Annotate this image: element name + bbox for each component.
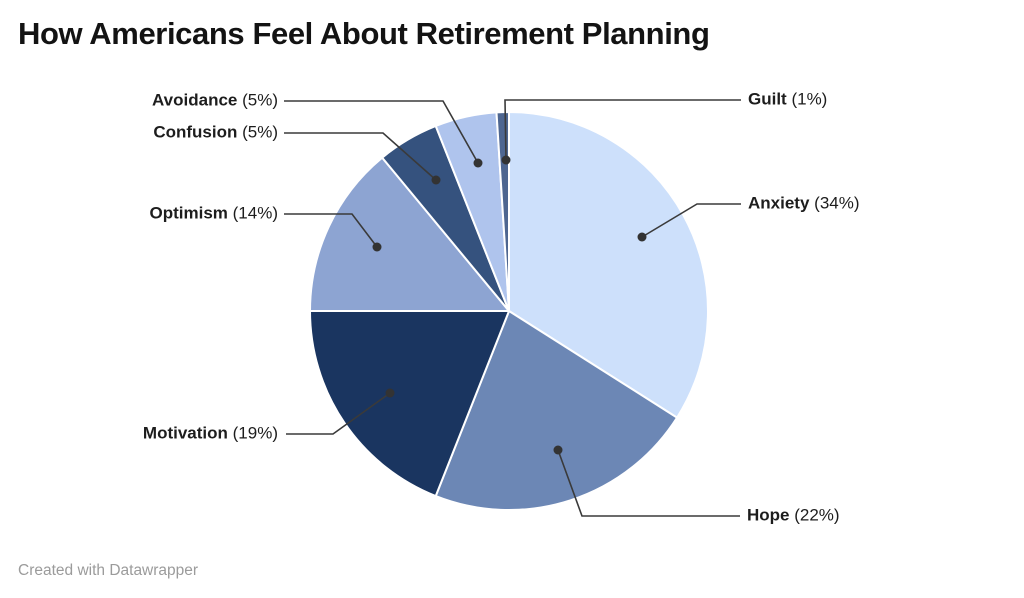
pie-slice-optimism [309, 156, 510, 312]
slice-label-confusion: Confusion (5%) [153, 122, 278, 142]
leader-dot-avoidance [473, 158, 483, 168]
pie-slice-hope [434, 310, 679, 511]
slice-label-percent: (19%) [232, 423, 278, 443]
leader-line-motivation [286, 392, 391, 435]
leader-dot-hope [553, 445, 563, 455]
slice-label-name: Guilt [748, 89, 787, 109]
pie-slice-motivation [309, 310, 510, 498]
slice-label-guilt: Guilt (1%) [748, 89, 827, 109]
slice-label-percent: (14%) [232, 203, 278, 223]
leader-line-anxiety [641, 203, 741, 238]
leader-dot-guilt [501, 155, 511, 165]
pie-slice-anxiety [508, 111, 709, 419]
slice-label-avoidance: Avoidance (5%) [152, 90, 278, 110]
slice-label-percent: (5%) [242, 90, 278, 110]
slice-label-name: Optimism [149, 203, 228, 223]
leader-dot-motivation [385, 388, 395, 398]
slice-label-percent: (22%) [794, 505, 840, 525]
leader-line-avoidance [284, 100, 479, 164]
leader-dot-anxiety [637, 232, 647, 242]
slice-label-motivation: Motivation (19%) [143, 423, 278, 443]
chart-title: How Americans Feel About Retirement Plan… [18, 16, 710, 51]
slice-label-name: Hope [747, 505, 790, 525]
leader-line-optimism [284, 213, 378, 248]
slice-label-name: Avoidance [152, 90, 238, 110]
slice-label-name: Anxiety [748, 193, 810, 213]
slice-label-optimism: Optimism (14%) [150, 203, 279, 223]
slice-label-percent: (1%) [791, 89, 828, 109]
leader-dot-optimism [372, 242, 382, 252]
slice-label-name: Motivation [142, 423, 228, 443]
slice-label-name: Confusion [153, 122, 238, 142]
slice-label-percent: (5%) [242, 122, 278, 142]
leader-line-hope [557, 449, 740, 517]
slice-label-hope: Hope (22%) [747, 505, 840, 525]
slice-label-percent: (34%) [814, 193, 860, 213]
leader-dot-confusion [431, 175, 441, 185]
slice-label-anxiety: Anxiety (34%) [748, 193, 860, 213]
leader-line-confusion [284, 132, 437, 181]
leader-line-guilt [504, 99, 741, 161]
attribution-link[interactable]: Created with Datawrapper [18, 562, 199, 579]
